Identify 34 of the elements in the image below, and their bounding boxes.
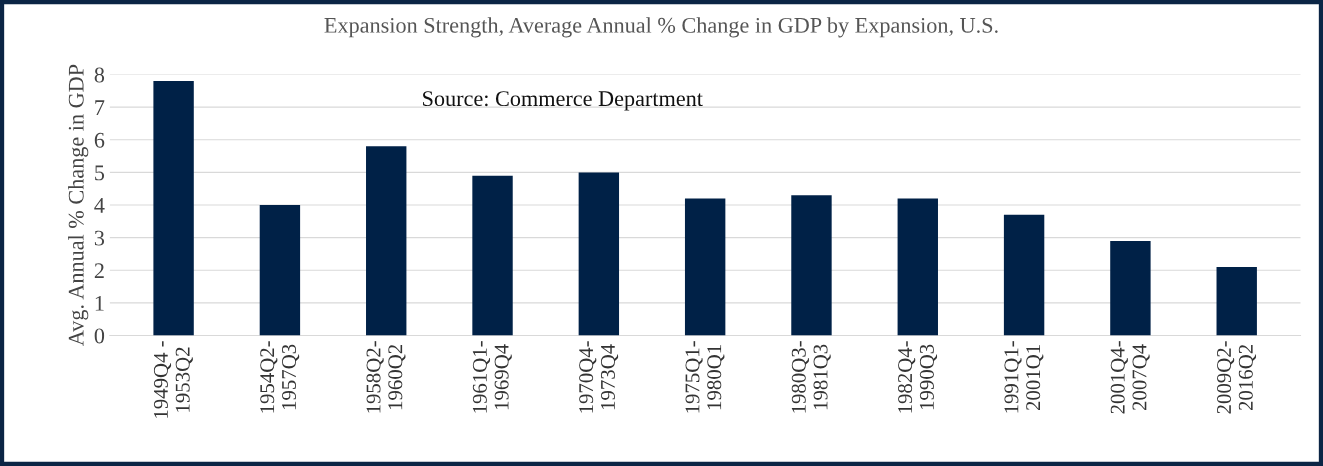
x-tick-label: 1954Q2- 1957Q3	[260, 341, 300, 413]
x-tick-label: 2001Q4- 2007Q4	[1110, 341, 1150, 414]
y-axis-title: Avg. Annual % Change in GDP	[68, 64, 89, 346]
bar	[791, 195, 832, 336]
x-tick-label: 1958Q2- 1960Q2	[366, 341, 406, 413]
y-tick-label: 5	[95, 165, 105, 181]
chart-title: Expansion Strength, Average Annual % Change in GDP by Expansion, U.S.	[324, 17, 998, 38]
y-tick-label: 7	[95, 100, 105, 115]
annotation: Source: Commerce Department	[423, 91, 703, 111]
y-tick-label: 6	[94, 132, 105, 148]
y-tick-label: 8	[94, 67, 105, 83]
y-tick-label: 4	[94, 198, 105, 213]
x-tick-label: 1961Q1- 1969Q4	[472, 341, 512, 413]
x-tick-label: 1975Q1- 1980Q1	[685, 341, 725, 413]
bar	[897, 198, 938, 336]
x-tick-label: 1949Q4 - 1953Q2	[153, 341, 193, 418]
x-tick-label: 1980Q3- 1981Q3	[791, 341, 831, 413]
bar	[153, 81, 194, 336]
x-tick-label: 2009Q2- 2016Q2	[1216, 341, 1256, 414]
bar	[1003, 214, 1045, 336]
y-tick-label: 1	[95, 295, 104, 311]
x-tick-label: 1982Q4- 1990Q3	[898, 341, 938, 413]
bar	[366, 146, 407, 336]
y-tick-label: 0	[94, 328, 105, 344]
bar	[578, 172, 620, 336]
x-tick-label: 1991Q1- 2001Q1	[1004, 341, 1044, 413]
bar	[259, 205, 301, 336]
x-tick-label: 1970Q4- 1973Q4	[579, 341, 619, 413]
bar	[684, 198, 726, 336]
bar	[1216, 267, 1257, 336]
y-tick-label: 3	[94, 230, 105, 246]
bar	[472, 175, 513, 336]
bar	[1110, 240, 1151, 336]
y-tick-label: 2	[94, 263, 104, 278]
